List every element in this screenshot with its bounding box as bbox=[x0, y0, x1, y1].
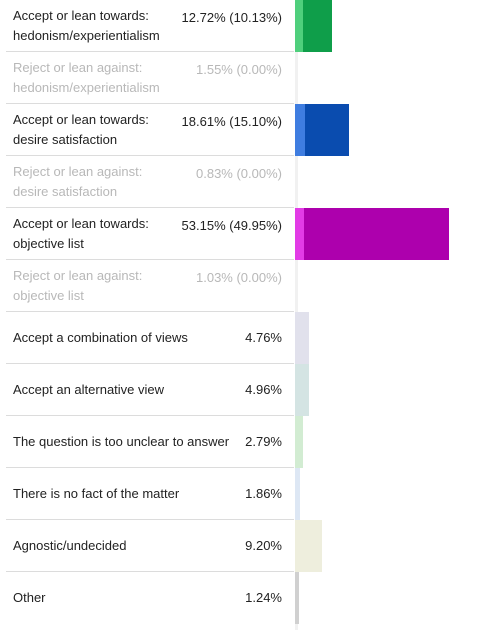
row-label: Accept or lean towards: objective list bbox=[13, 216, 149, 251]
row-divider bbox=[6, 207, 294, 208]
bar-total bbox=[295, 364, 310, 416]
row-divider bbox=[6, 51, 294, 52]
row-value-label: 1.24% bbox=[245, 590, 282, 605]
bar-lean bbox=[295, 208, 305, 260]
row-label: Other bbox=[13, 590, 46, 605]
row-divider bbox=[6, 415, 294, 416]
bar-total bbox=[295, 416, 304, 468]
row-label: Reject or lean against: desire satisfact… bbox=[13, 164, 143, 199]
bar-total bbox=[295, 468, 301, 520]
bar-accept bbox=[305, 104, 349, 156]
row-divider bbox=[6, 311, 294, 312]
row-label: Accept or lean towards: hedonism/experie… bbox=[13, 8, 160, 43]
row-value-label: 2.79% bbox=[245, 434, 282, 449]
chart-row: Other 1.24% bbox=[0, 572, 485, 624]
row-label: Reject or lean against: hedonism/experie… bbox=[13, 60, 160, 95]
row-value-label: 53.15% (49.95%) bbox=[181, 218, 282, 233]
row-value-label: 1.03% (0.00%) bbox=[196, 270, 282, 285]
chart-row: Reject or lean against: desire satisfact… bbox=[0, 156, 485, 208]
row-divider bbox=[6, 363, 294, 364]
row-value-label: 0.83% (0.00%) bbox=[196, 166, 282, 181]
bar-total bbox=[295, 520, 322, 572]
row-divider bbox=[6, 519, 294, 520]
row-value-label: 4.76% bbox=[245, 330, 282, 345]
bar-total bbox=[295, 572, 299, 624]
row-divider bbox=[6, 259, 294, 260]
bar-lean bbox=[295, 0, 303, 52]
row-label: The question is too unclear to answer bbox=[13, 434, 230, 449]
row-label: Accept a combination of views bbox=[13, 330, 188, 345]
row-label: Accept an alternative view bbox=[13, 382, 165, 397]
bar-accept bbox=[304, 208, 450, 260]
chart-row: Accept or lean towards: hedonism/experie… bbox=[0, 0, 485, 52]
chart-row: Reject or lean against: objective list 1.… bbox=[0, 260, 485, 312]
bar-lean bbox=[295, 104, 306, 156]
chart-row: Accept or lean towards: desire satisfact… bbox=[0, 104, 485, 156]
row-value-label: 18.61% (15.10%) bbox=[181, 114, 282, 129]
row-divider bbox=[6, 103, 294, 104]
row-value-label: 1.55% (0.00%) bbox=[196, 62, 282, 77]
row-label: Reject or lean against: objective list bbox=[13, 268, 143, 303]
row-label: Accept or lean towards: desire satisfact… bbox=[13, 112, 149, 147]
chart-row: There is no fact of the matter 1.86% bbox=[0, 468, 485, 520]
row-value-label: 9.20% bbox=[245, 538, 282, 553]
chart-row: The question is too unclear to answer 2.7… bbox=[0, 416, 485, 468]
chart-row: Reject or lean against: hedonism/experie… bbox=[0, 52, 485, 104]
row-value-label: 4.96% bbox=[245, 382, 282, 397]
row-divider bbox=[6, 155, 294, 156]
row-label: There is no fact of the matter bbox=[13, 486, 180, 501]
row-divider bbox=[6, 467, 294, 468]
chart-row: Accept or lean towards: objective list 53… bbox=[0, 208, 485, 260]
bar-accept bbox=[302, 0, 332, 52]
row-value-label: 12.72% (10.13%) bbox=[181, 10, 282, 25]
row-divider bbox=[6, 571, 294, 572]
chart-row: Accept a combination of views 4.76% bbox=[0, 312, 485, 364]
row-label: Agnostic/undecided bbox=[13, 538, 127, 553]
bar-total bbox=[295, 312, 309, 364]
row-value-label: 1.86% bbox=[245, 486, 282, 501]
chart-row: Agnostic/undecided 9.20% bbox=[0, 520, 485, 572]
chart-row: Accept an alternative view 4.96% bbox=[0, 364, 485, 416]
